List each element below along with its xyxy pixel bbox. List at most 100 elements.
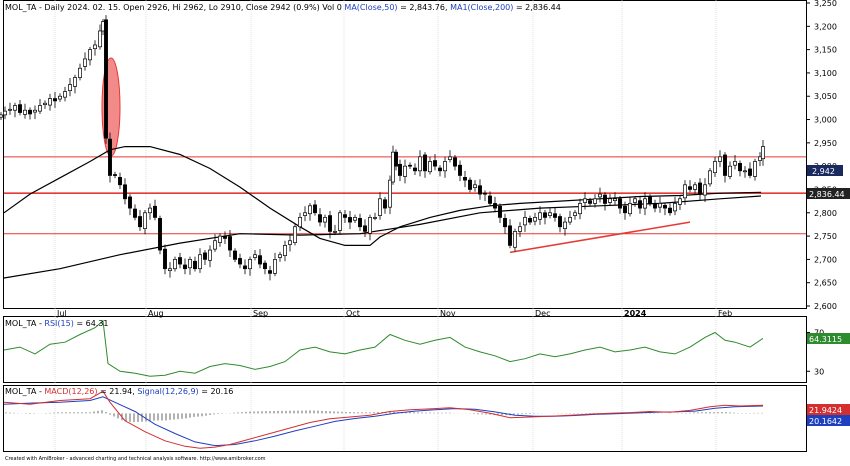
candle-body [243,265,247,270]
footer-credit: Created with AmiBroker - advanced charti… [5,456,266,462]
candle-body [648,196,652,204]
candle-body [263,262,267,270]
candle-body [283,245,287,257]
candle-body [213,240,217,250]
candle-body [208,249,212,261]
rsi-tag-bg [807,333,850,344]
candle-body [403,165,407,177]
candlesticks [0,15,765,281]
candle-body [343,214,347,218]
candle-body [88,49,92,61]
price-tick-label: 3,250 [814,0,837,8]
candle-body [473,184,477,188]
candle-body [448,156,452,160]
candle-body [183,264,187,270]
candle-body [193,260,197,270]
candle-body [578,203,582,215]
price-tick-label: 3,150 [814,46,837,55]
candle-body [383,199,387,209]
candle-body [158,218,162,251]
macd-tag-bg [807,404,850,415]
candle-body [363,225,367,232]
rsi-tick-label: 30 [814,367,824,376]
month-label: Nov [440,309,456,318]
candle-body [433,160,437,167]
candle-body [528,218,532,223]
candle-body [728,165,732,177]
candle-body [73,77,77,87]
candle-body [503,218,507,228]
candle-body [688,186,692,190]
candle-body [233,250,237,260]
signal-tag: 20.1642 [809,417,842,426]
candle-body [553,213,557,218]
candle-body [378,198,382,216]
candle-body [733,161,737,166]
candle-body [618,198,622,209]
candle-body [98,30,102,48]
candle-body [468,179,472,190]
candle-body [478,185,482,195]
candle-body [563,221,567,229]
candle-body [18,104,22,113]
candle-body [418,156,422,172]
horizontal-levels [4,156,806,235]
price-tick-label: 2,950 [814,139,837,148]
candle-body [313,204,317,214]
candle-body [753,161,757,177]
candle-body [93,44,97,50]
candle-body [463,176,467,181]
candle-body [163,248,167,270]
price-tick-label: 3,100 [814,69,837,78]
candle-body [413,167,417,172]
candle-body [683,184,687,199]
candle-body [748,168,752,176]
macd-tag: 21.9424 [809,406,842,415]
month-label: 2024 [624,309,647,318]
candle-body [113,174,117,176]
candle-body [543,212,547,218]
price-tick-label: 2,600 [814,302,837,311]
candle-body [548,212,552,216]
candle-body [533,217,537,222]
candle-body [268,270,272,274]
signal-line [3,396,764,447]
candle-body [673,203,677,212]
candle-body [58,95,62,100]
candle-body [408,164,412,167]
candle-body [508,225,512,246]
candle-body [8,108,12,111]
candle-body [668,207,672,214]
month-label: Jul [56,309,67,318]
candle-body [143,212,147,229]
candle-body [133,208,137,218]
candle-body [153,205,157,218]
candle-body [538,212,542,220]
month-label: Dec [535,309,550,318]
candle-body [453,157,457,167]
candle-body [293,226,297,243]
candle-body [83,58,87,67]
candle-body [713,161,717,174]
candle-body [3,110,7,116]
candle-body [583,198,587,203]
candle-body [0,114,3,118]
candle-body [698,182,702,195]
month-label: Sep [253,309,268,318]
candle-body [498,205,502,218]
candle-body [738,163,742,172]
candle-body [78,67,82,78]
candle-body [593,198,597,204]
candle-body [493,203,497,209]
candle-body [333,231,337,233]
candle-body [23,109,27,115]
candle-body [633,198,637,203]
macd-histogram [5,410,763,423]
candle-body [248,259,252,270]
candle-body [223,235,227,239]
candle-body [488,195,492,204]
candle-body [218,235,222,243]
candle-body [623,205,627,214]
macd-header: MOL_TA - MACD(12,26) = 21.94, Signal(12,… [5,387,233,396]
